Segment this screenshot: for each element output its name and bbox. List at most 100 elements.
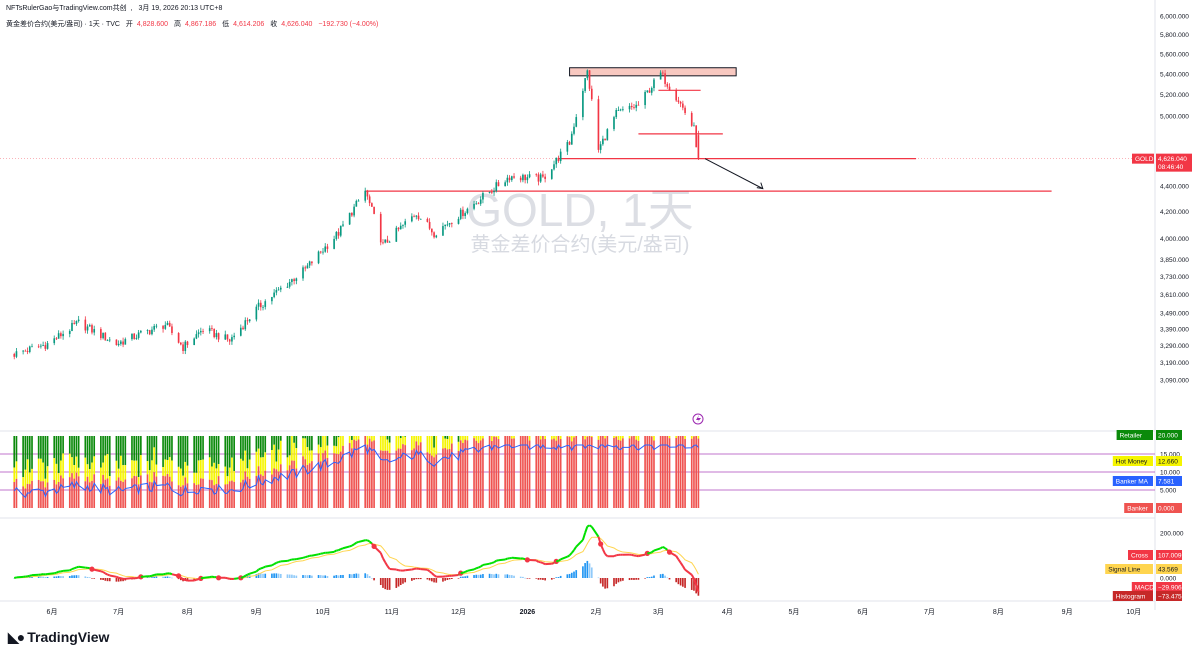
retailer-bar: [202, 436, 204, 460]
hot-money-tag-label-box[interactable]: [1112, 456, 1153, 466]
hot-money-bar: [395, 436, 398, 451]
hot-money-bar: [73, 465, 76, 479]
histogram-bar: [40, 576, 42, 578]
hot-money-bar: [215, 468, 218, 484]
banker-bar: [464, 439, 466, 508]
hot-money-bar: [122, 465, 124, 482]
hot-money-bar: [288, 455, 291, 466]
ohlc-legend[interactable]: 黄金差价合约(美元/盎司) · 1天 · TVC 开 4,828.600 高 4,8…: [6, 19, 382, 29]
time-tick-label: 7月: [113, 608, 124, 616]
histogram-bar: [77, 575, 80, 578]
tradingview-logo[interactable]: ◣● TradingView: [8, 629, 109, 646]
datetime: 3月 19, 2026 20:13 UTC+8: [138, 5, 223, 12]
cross-tag-label-box[interactable]: [1128, 550, 1153, 560]
histogram-bar: [277, 573, 280, 578]
macd-segment: [125, 577, 133, 580]
banker-bar: [415, 441, 418, 508]
banker-bar: [633, 436, 635, 508]
retailer-bar: [133, 436, 136, 461]
last-price-tag[interactable]: [1156, 153, 1192, 172]
banker-bar: [504, 436, 506, 508]
retailer-bar: [77, 436, 80, 468]
candle-body: [115, 339, 118, 346]
banker-bar: [555, 440, 558, 508]
hot-money-bar: [475, 436, 478, 441]
hot-money-bar: [357, 436, 360, 440]
retailer-bar: [213, 436, 215, 463]
hot-money-bar: [306, 447, 309, 465]
banker-bar: [384, 450, 387, 508]
hot-money-bar: [71, 457, 73, 474]
histogram-bar: [168, 576, 171, 578]
signal-tag-label-box[interactable]: [1105, 564, 1153, 574]
banker-ma-tag-label-box[interactable]: [1112, 476, 1153, 486]
banker-bar: [357, 439, 360, 508]
hot-money-bar: [106, 454, 109, 479]
banker-tag-label-box[interactable]: [1124, 503, 1153, 513]
hot-money-bar: [497, 436, 500, 440]
candle-body: [528, 174, 531, 178]
histogram-tag-label-box[interactable]: [1112, 591, 1153, 601]
macd-segment: [53, 571, 57, 575]
hot-money-bar: [435, 436, 438, 455]
banker-bar: [186, 483, 189, 508]
macd-segment: [669, 551, 677, 557]
hot-money-bar: [368, 436, 371, 439]
histogram-bar: [44, 577, 47, 578]
histogram-bar: [93, 578, 96, 579]
histogram-bar: [306, 575, 309, 578]
banker-bar: [550, 439, 553, 508]
banker-bar: [653, 440, 655, 508]
hot-money-bar: [231, 457, 233, 481]
histogram-bar: [646, 577, 649, 578]
watermark-name: 黄金差价合约(美元/盎司): [471, 233, 690, 256]
candle-body: [617, 110, 620, 111]
macd-segment: [184, 578, 188, 582]
banker-bar: [557, 436, 560, 508]
retailer-tag-label-box[interactable]: [1116, 430, 1153, 440]
candle-body: [195, 334, 198, 339]
banker-bar: [366, 444, 369, 508]
hot-money-bar: [399, 438, 402, 449]
banker-bar: [630, 436, 633, 508]
retailer-bar: [286, 436, 289, 458]
histogram-bar: [573, 571, 575, 578]
time-tick-label: 12月: [451, 608, 466, 616]
hot-money-bar: [248, 459, 251, 479]
macd-tag-label-box[interactable]: [1131, 582, 1153, 592]
candle-body: [248, 319, 251, 322]
hot-money-bar: [379, 436, 382, 451]
retailer-bar: [182, 436, 184, 476]
macd-segment: [193, 578, 197, 582]
histogram-bar: [415, 578, 418, 580]
histogram-bar: [193, 578, 195, 581]
hot-money-bar: [317, 444, 320, 454]
retailer-bar: [184, 436, 187, 462]
macd-segment: [695, 584, 700, 593]
macd-segment: [677, 558, 682, 564]
candle-body: [146, 330, 149, 331]
alert-flash-icon[interactable]: [692, 413, 704, 425]
hot-money-bar: [619, 436, 622, 441]
candle-body: [335, 231, 338, 239]
retailer-bar: [233, 436, 235, 472]
candle-body: [388, 241, 391, 243]
histogram-bar: [291, 574, 293, 578]
symbol-tag[interactable]: [1132, 153, 1154, 164]
histogram-bar: [495, 573, 498, 578]
candle-body: [433, 232, 435, 238]
symbol-description[interactable]: 黄金差价合约(美元/盎司) · 1天 · TVC: [6, 21, 120, 28]
candle-body: [264, 301, 267, 307]
macd-segment: [69, 568, 73, 572]
candle-body: [311, 261, 313, 264]
retailer-bar: [102, 436, 104, 463]
retailer-bar: [73, 436, 76, 466]
macd-segment: [104, 572, 108, 576]
histogram-bar: [684, 578, 686, 588]
hot-money-tag-label: Hot Money: [1116, 459, 1148, 466]
hot-money-bar: [446, 439, 449, 450]
hot-money-bar: [242, 460, 244, 480]
histogram-bar: [368, 576, 371, 578]
macd-segment: [202, 576, 210, 579]
